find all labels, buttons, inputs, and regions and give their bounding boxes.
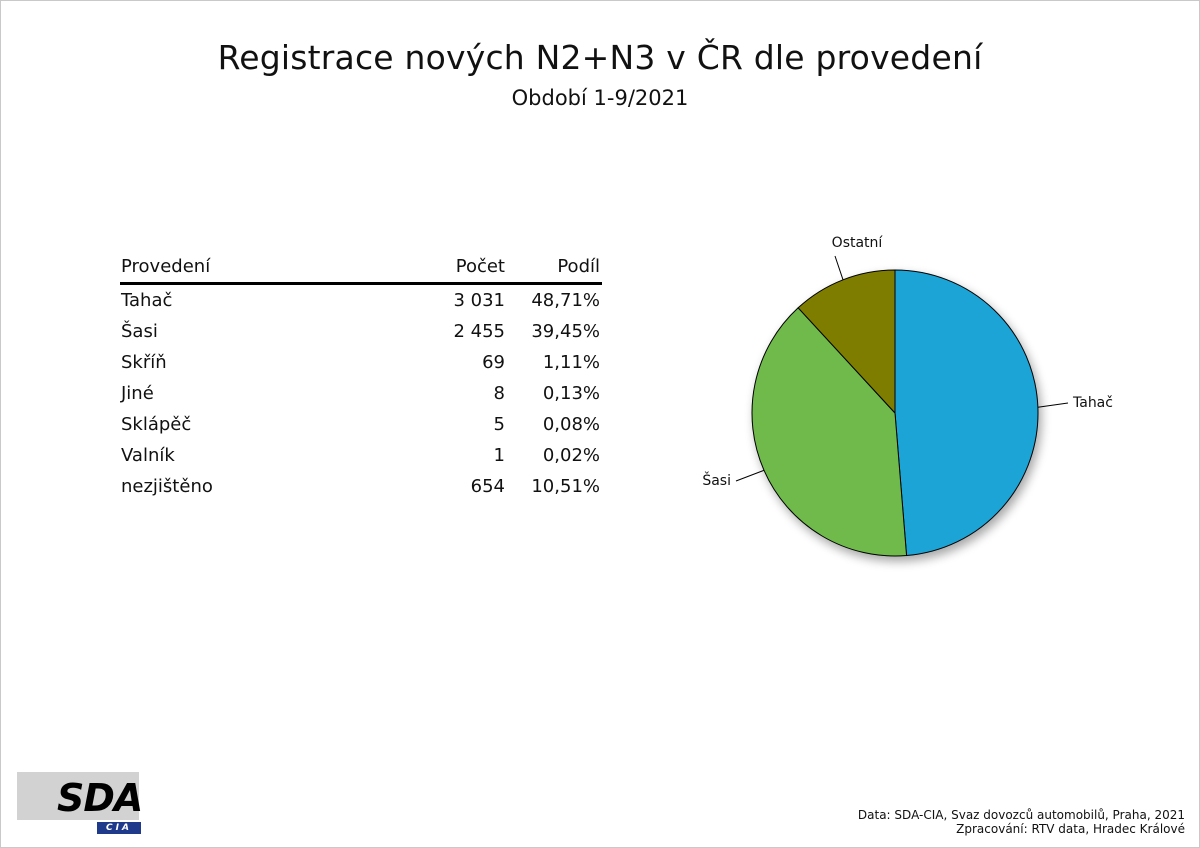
logo-subtext: CIA: [97, 822, 141, 834]
logo-background: [17, 772, 139, 820]
row-count: 5: [493, 414, 505, 435]
row-name: Valník: [121, 445, 175, 466]
pie-leader-line: [735, 469, 765, 482]
row-share: 0,13%: [542, 383, 600, 404]
source-text: Data: SDA-CIA, Svaz dovozců automobilů, …: [857, 808, 1185, 822]
row-count: 3 031: [453, 290, 505, 311]
pie-label: Tahač: [1072, 395, 1113, 411]
table-row: Tahač 3 031 48,71%: [120, 285, 602, 316]
row-count: 654: [470, 476, 505, 497]
row-name: Sklápěč: [121, 414, 192, 435]
pie-leader-line: [1037, 402, 1069, 408]
column-header-podil: Podíl: [557, 256, 600, 277]
pie-label: Šasi: [702, 471, 731, 489]
pie-slice-2: [751, 307, 908, 557]
column-header-pocet: Počet: [455, 256, 505, 277]
row-share: 1,11%: [542, 352, 600, 373]
pie-slice-3: [797, 269, 896, 415]
column-header-provedeni: Provedení: [121, 256, 211, 277]
pie-label: Ostatní: [832, 235, 884, 251]
table-row: nezjištěno 654 10,51%: [120, 471, 602, 502]
row-share: 0,08%: [542, 414, 600, 435]
table-header: Provedení Počet Podíl: [120, 254, 602, 285]
row-share: 10,51%: [531, 476, 600, 497]
row-count: 2 455: [453, 321, 505, 342]
table-row: Sklápěč 5 0,08%: [120, 409, 602, 440]
table-row: Jiné 8 0,13%: [120, 378, 602, 409]
page-subtitle: Období 1-9/2021: [511, 86, 689, 110]
row-count: 69: [482, 352, 505, 373]
row-name: Skříň: [121, 352, 167, 373]
row-share: 48,71%: [531, 290, 600, 311]
row-share: 39,45%: [531, 321, 600, 342]
row-name: nezjištěno: [121, 476, 213, 497]
table-row: Šasi 2 455 39,45%: [120, 316, 602, 347]
row-name: Šasi: [121, 321, 158, 342]
row-count: 1: [493, 445, 505, 466]
row-share: 0,02%: [542, 445, 600, 466]
row-name: Tahač: [121, 290, 173, 311]
logo-text: SDA: [57, 776, 143, 820]
row-name: Jiné: [121, 383, 154, 404]
sda-cia-logo: SDA CIA: [17, 772, 167, 834]
pie-leader-line: [834, 255, 844, 280]
data-table: Provedení Počet Podíl Tahač 3 031 48,71%…: [120, 254, 602, 502]
processing-text: Zpracování: RTV data, Hradec Králové: [956, 822, 1185, 836]
row-count: 8: [493, 383, 505, 404]
source-note: Data: SDA-CIA, Svaz dovozců automobilů, …: [858, 808, 1185, 836]
page-title: Registrace nových N2+N3 v ČR dle provede…: [217, 38, 983, 77]
pie-slice-1: [894, 269, 1039, 557]
table-row: Valník 1 0,02%: [120, 440, 602, 471]
table-row: Skříň 69 1,11%: [120, 347, 602, 378]
